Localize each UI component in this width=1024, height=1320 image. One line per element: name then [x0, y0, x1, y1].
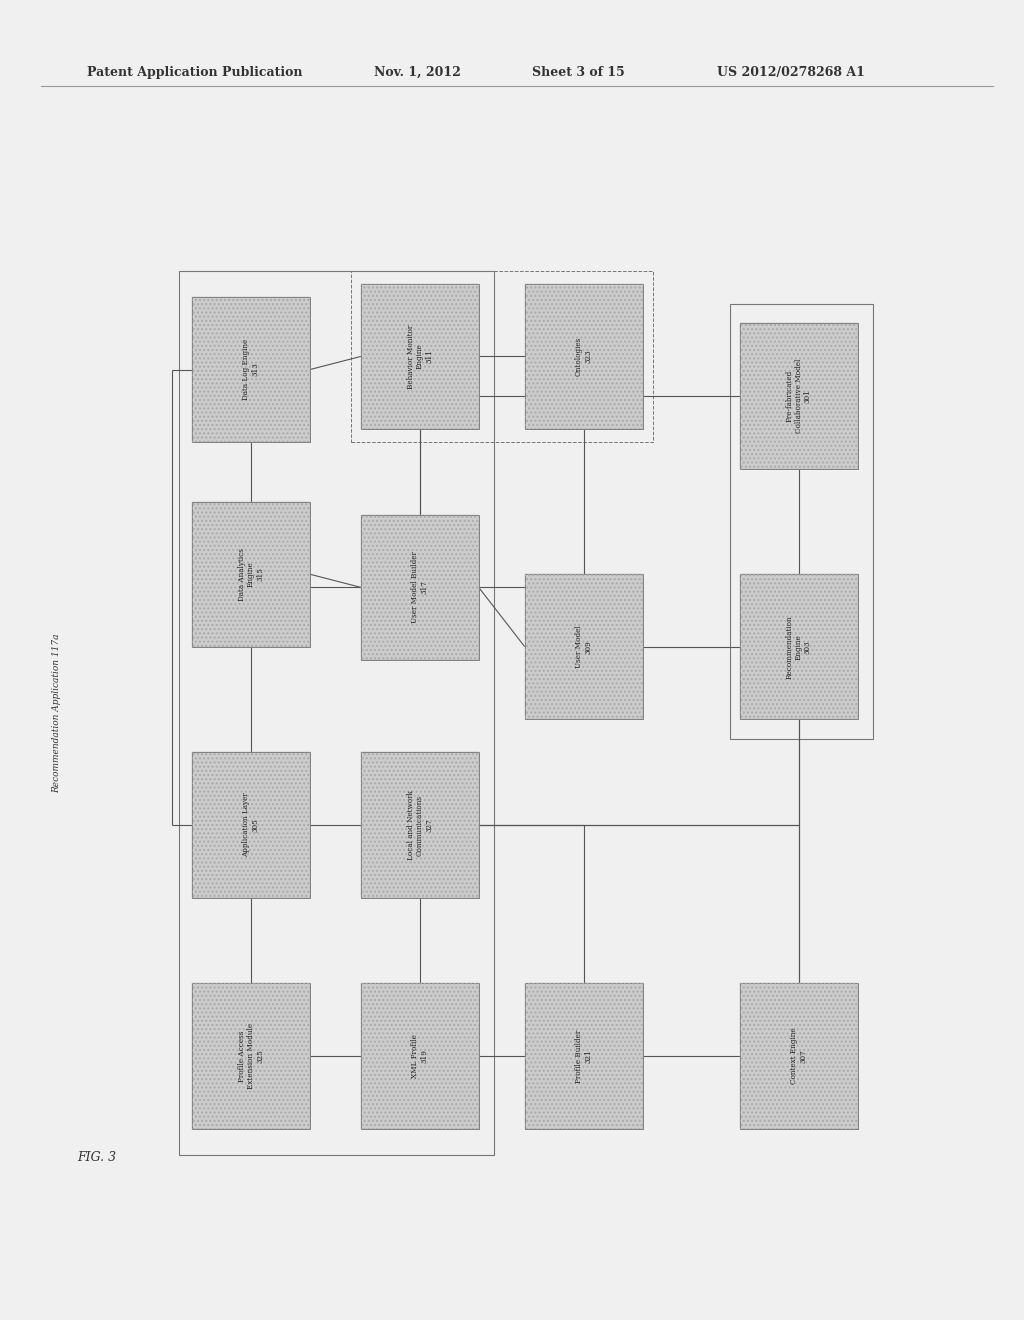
Text: User Model Builder
317: User Model Builder 317	[412, 552, 428, 623]
Bar	[739, 323, 858, 469]
Text: Data Log Engine
313: Data Log Engine 313	[243, 339, 259, 400]
Bar	[350, 271, 653, 442]
Bar	[739, 983, 858, 1129]
Bar	[524, 284, 643, 429]
Bar	[360, 284, 478, 429]
Bar	[179, 271, 494, 1155]
Bar	[193, 502, 309, 647]
Text: Patent Application Publication: Patent Application Publication	[87, 66, 302, 79]
Bar	[193, 502, 309, 647]
Bar	[193, 752, 309, 898]
Bar	[524, 574, 643, 719]
Bar	[360, 284, 478, 429]
Text: Recommendation Application 117a: Recommendation Application 117a	[52, 634, 60, 792]
Bar	[360, 983, 478, 1129]
Text: Ontologies
323: Ontologies 323	[575, 337, 592, 376]
Text: Pre-fabricated
Collaborative Model
301: Pre-fabricated Collaborative Model 301	[785, 359, 812, 433]
Bar	[360, 515, 478, 660]
Text: Nov. 1, 2012: Nov. 1, 2012	[374, 66, 461, 79]
Text: Sheet 3 of 15: Sheet 3 of 15	[532, 66, 626, 79]
Text: Context Engine
307: Context Engine 307	[791, 1028, 807, 1084]
Text: FIG. 3: FIG. 3	[77, 1151, 116, 1164]
Text: Behavior Monitor
Engine
311: Behavior Monitor Engine 311	[407, 325, 433, 388]
Bar	[193, 297, 309, 442]
Text: XML Profile
319: XML Profile 319	[412, 1034, 428, 1078]
Bar	[360, 752, 478, 898]
Bar	[193, 297, 309, 442]
Bar	[524, 983, 643, 1129]
Bar	[524, 574, 643, 719]
Bar	[193, 752, 309, 898]
Text: Local and Network
Communications
327: Local and Network Communications 327	[407, 791, 433, 859]
Bar	[360, 515, 478, 660]
Bar	[193, 983, 309, 1129]
Bar	[360, 983, 478, 1129]
Bar	[193, 983, 309, 1129]
Bar	[729, 304, 872, 739]
Bar	[739, 574, 858, 719]
Bar	[360, 752, 478, 898]
Text: Recommendation
Engine
303: Recommendation Engine 303	[785, 615, 812, 678]
Text: User Model
309: User Model 309	[575, 626, 592, 668]
Bar	[739, 574, 858, 719]
Text: Profile Builder
321: Profile Builder 321	[575, 1030, 592, 1082]
Text: Application Layer
305: Application Layer 305	[243, 792, 259, 858]
Bar	[524, 983, 643, 1129]
Text: Profile Access
Extension Module
325: Profile Access Extension Module 325	[238, 1023, 264, 1089]
Bar	[524, 284, 643, 429]
Text: Data Analytics
Engine
315: Data Analytics Engine 315	[238, 548, 264, 601]
Bar	[739, 323, 858, 469]
Bar	[739, 983, 858, 1129]
Text: US 2012/0278268 A1: US 2012/0278268 A1	[717, 66, 864, 79]
